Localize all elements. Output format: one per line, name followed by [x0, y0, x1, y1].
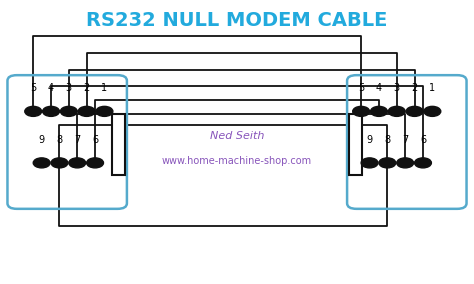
Text: 6: 6	[92, 135, 98, 145]
Text: 4: 4	[376, 83, 382, 93]
Circle shape	[353, 106, 370, 116]
Text: 5: 5	[30, 83, 36, 93]
Circle shape	[69, 158, 86, 168]
Text: 6: 6	[420, 135, 426, 145]
Text: www.home-machine-shop.com: www.home-machine-shop.com	[162, 156, 312, 166]
Text: 8: 8	[384, 135, 391, 145]
Circle shape	[415, 158, 431, 168]
Text: 4: 4	[48, 83, 54, 93]
Text: 1: 1	[101, 83, 108, 93]
Circle shape	[96, 106, 113, 116]
Text: Ned Seith: Ned Seith	[210, 131, 264, 141]
Bar	[349, 114, 362, 176]
Circle shape	[78, 106, 95, 116]
Text: 7: 7	[74, 135, 81, 145]
Text: RS232 NULL MODEM CABLE: RS232 NULL MODEM CABLE	[86, 11, 388, 30]
Circle shape	[361, 158, 378, 168]
Circle shape	[371, 106, 387, 116]
Text: 3: 3	[66, 83, 72, 93]
Circle shape	[406, 106, 423, 116]
Circle shape	[87, 158, 103, 168]
Text: 9: 9	[366, 135, 373, 145]
Text: 1: 1	[429, 83, 436, 93]
Circle shape	[51, 158, 68, 168]
Circle shape	[379, 158, 396, 168]
Text: 7: 7	[402, 135, 408, 145]
Circle shape	[33, 158, 50, 168]
Text: 3: 3	[394, 83, 400, 93]
Circle shape	[60, 106, 77, 116]
Circle shape	[43, 106, 59, 116]
Circle shape	[397, 158, 414, 168]
Circle shape	[25, 106, 42, 116]
Text: 5: 5	[358, 83, 364, 93]
Text: 9: 9	[38, 135, 45, 145]
Circle shape	[388, 106, 405, 116]
Text: 2: 2	[411, 83, 418, 93]
Text: 2: 2	[83, 83, 90, 93]
Circle shape	[424, 106, 441, 116]
Text: 8: 8	[56, 135, 63, 145]
Bar	[112, 114, 125, 176]
